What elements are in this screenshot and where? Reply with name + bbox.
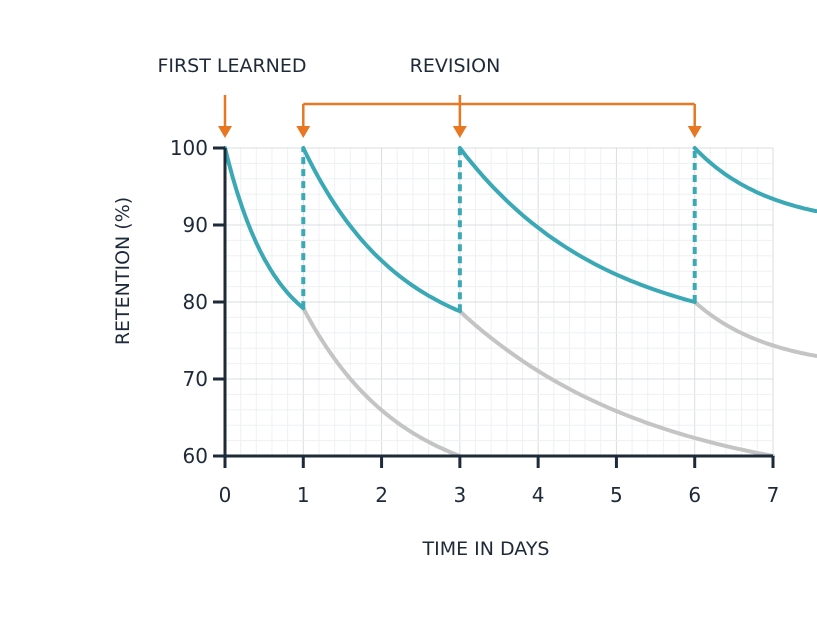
x-tick-label: 7 bbox=[767, 483, 780, 507]
y-tick-label: 100 bbox=[170, 136, 208, 160]
chart: 0 1 2 3 4 5 6 7 100 90 80 70 60 FIRST LEARNED REVISI… bbox=[0, 0, 817, 644]
x-tick-label: 6 bbox=[688, 483, 701, 507]
x-tick-label: 0 bbox=[219, 483, 232, 507]
x-tick-label: 4 bbox=[532, 483, 545, 507]
arrow-head bbox=[218, 126, 232, 138]
annotation-revision: REVISION bbox=[410, 55, 501, 77]
y-tick-label: 90 bbox=[183, 213, 208, 237]
x-tick-label: 2 bbox=[375, 483, 388, 507]
retention-curve-segment bbox=[695, 148, 816, 211]
y-axis-label: RETENTION (%) bbox=[112, 197, 134, 345]
annotation-first-learned: FIRST LEARNED bbox=[157, 55, 306, 77]
arrow-head bbox=[296, 126, 310, 138]
x-axis-label: TIME IN DAYS bbox=[422, 538, 550, 560]
x-tick-label: 3 bbox=[453, 483, 466, 507]
arrow-head bbox=[453, 126, 467, 138]
tick-labels: 0 1 2 3 4 5 6 7 100 90 80 70 60 bbox=[170, 136, 780, 507]
y-tick-label: 70 bbox=[183, 367, 208, 391]
retention-curve-segment bbox=[225, 148, 303, 308]
arrow-head bbox=[688, 126, 702, 138]
revision-arrows bbox=[218, 95, 702, 138]
y-tick-label: 80 bbox=[183, 290, 208, 314]
x-tick-label: 5 bbox=[610, 483, 623, 507]
y-tick-label: 60 bbox=[183, 444, 208, 468]
x-tick-label: 1 bbox=[297, 483, 310, 507]
